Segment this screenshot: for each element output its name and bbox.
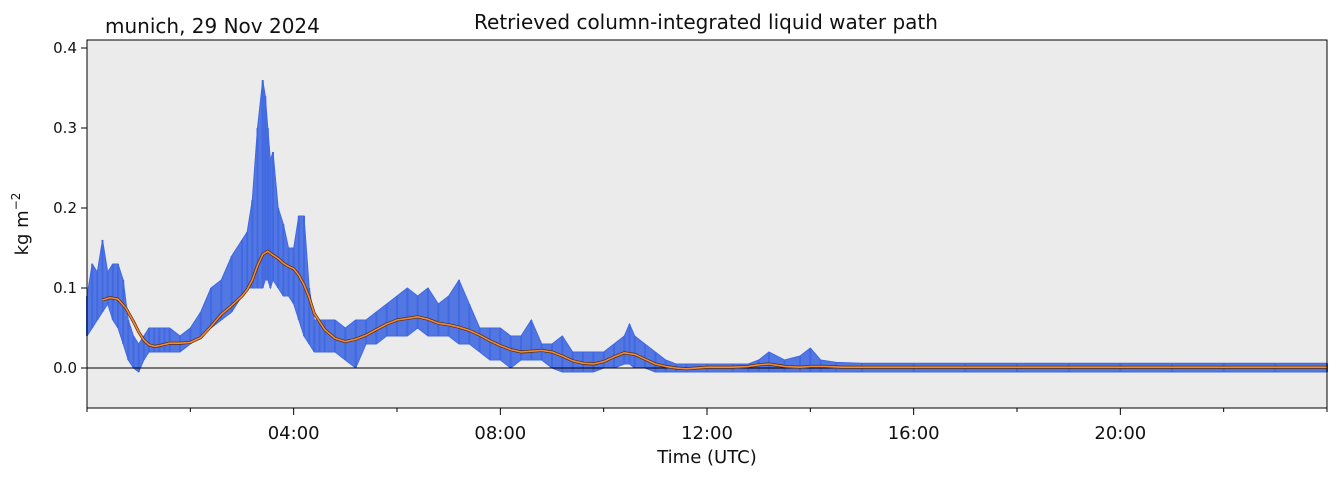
chart-marks	[86, 79, 1328, 373]
smoothed-lwp-line	[102, 250, 1327, 370]
y-tick-label: 0.2	[53, 199, 77, 217]
y-axis-label: kg m−2	[9, 193, 33, 256]
x-tick-label: 16:00	[888, 423, 940, 444]
x-tick-label: 20:00	[1094, 423, 1146, 444]
y-tick-label: 0.4	[53, 39, 77, 57]
x-axis-label: Time (UTC)	[656, 447, 757, 468]
y-tick-label: 0.0	[53, 359, 77, 377]
chart-title: Retrieved column-integrated liquid water…	[474, 10, 938, 34]
x-tick-label: 08:00	[474, 423, 526, 444]
x-tick-label: 12:00	[681, 423, 733, 444]
chart-subtitle: munich, 29 Nov 2024	[105, 14, 320, 38]
plot-background	[87, 40, 1327, 408]
y-axis-label-exponent: −2	[9, 193, 23, 211]
y-tick-label: 0.3	[53, 119, 77, 137]
x-tick-label: 04:00	[268, 423, 320, 444]
chart-axes: 04:00 08:00 12:00 16:00 20:00 0.0 0.1 0.2 0.3 0.4	[53, 39, 1328, 444]
y-tick-label: 0.1	[53, 279, 77, 297]
y-axis-label-main: kg m	[12, 210, 33, 255]
